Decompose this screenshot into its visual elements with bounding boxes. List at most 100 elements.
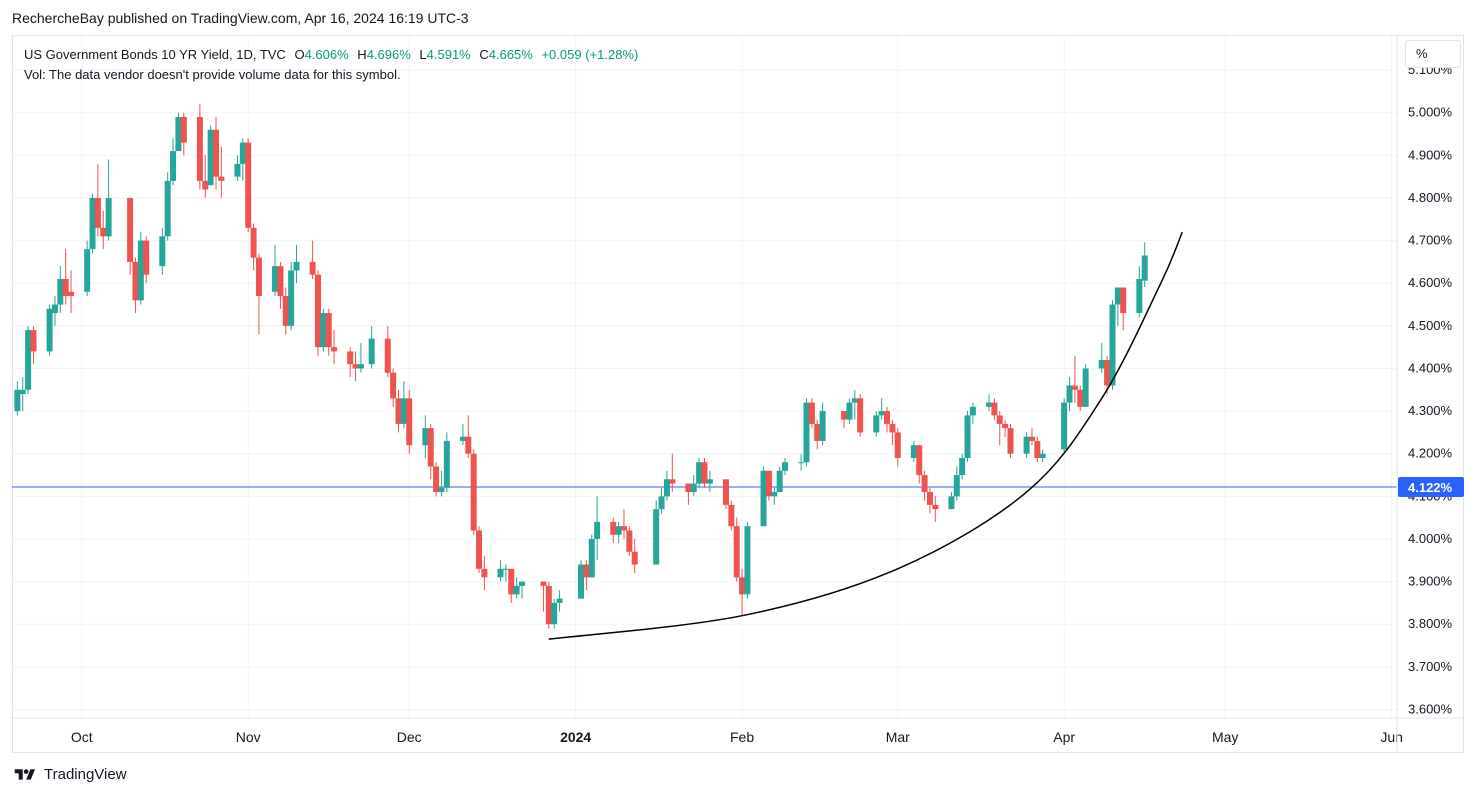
candle-up: [594, 521, 601, 539]
price-unit-button[interactable]: %: [1405, 40, 1461, 68]
time-tick-label: May: [1212, 729, 1238, 745]
candle-down: [814, 423, 821, 441]
candle-up: [159, 236, 166, 267]
candle-up: [1098, 359, 1105, 369]
candle-down: [282, 296, 289, 326]
candle-up: [953, 475, 960, 497]
price-tick-label: 4.700%: [1408, 233, 1453, 248]
candle-down: [406, 398, 413, 446]
price-tick-label: 3.900%: [1408, 574, 1453, 589]
candle-up: [518, 581, 525, 586]
chart-panel[interactable]: [12, 35, 1464, 753]
candle-down: [610, 521, 617, 535]
candle-up: [706, 479, 713, 484]
brand-name: TradingView: [44, 766, 127, 783]
time-tick-label: Jun: [1380, 729, 1403, 745]
candle-down: [1071, 385, 1078, 390]
candle-up: [948, 496, 955, 510]
candle-up: [556, 598, 563, 603]
volume-note: Vol: The data vendor doesn't provide vol…: [24, 67, 401, 82]
candle-down: [631, 551, 638, 565]
candle-down: [255, 257, 262, 297]
candle-up: [851, 398, 858, 403]
candles-layer: [14, 104, 1148, 629]
candle-down: [202, 180, 209, 190]
candle-down: [894, 432, 901, 458]
candle-down: [926, 492, 933, 505]
candle-down: [465, 436, 472, 454]
candle-down: [1120, 287, 1127, 314]
candle-up: [293, 261, 300, 271]
candle-down: [62, 278, 69, 297]
open-label: O: [294, 47, 305, 62]
candle-up: [137, 240, 144, 301]
candle-down: [196, 116, 203, 181]
candle-up: [690, 483, 697, 493]
candle-down: [347, 351, 354, 365]
candle-up: [1114, 287, 1121, 305]
candle-down: [218, 176, 225, 181]
candle-up: [170, 151, 177, 181]
candle-up: [422, 428, 429, 446]
candle-down: [180, 116, 187, 143]
time-tick-label: Mar: [886, 729, 910, 745]
candle-up: [272, 266, 279, 292]
candle-up: [51, 304, 58, 314]
candle-down: [996, 415, 1003, 424]
candle-up: [46, 308, 53, 352]
candle-down: [476, 530, 483, 569]
candle-down: [884, 411, 891, 424]
candle-down: [30, 330, 37, 352]
candle-down: [540, 581, 547, 586]
candle-up: [234, 163, 241, 177]
candle-down: [127, 197, 134, 262]
candle-down: [728, 504, 735, 527]
candle-down: [545, 585, 552, 625]
time-tick-label: 2024: [560, 729, 591, 745]
candle-up: [497, 568, 504, 578]
price-tick-label: 3.700%: [1408, 659, 1453, 674]
candle-up: [443, 440, 450, 488]
candle-down: [384, 338, 391, 373]
candle-up: [175, 116, 182, 152]
candle-up: [164, 180, 171, 237]
price-tick-label: 4.600%: [1408, 275, 1453, 290]
candle-up: [658, 496, 665, 510]
candle-up: [964, 415, 971, 458]
candle-up: [239, 142, 246, 164]
candle-down: [325, 313, 332, 348]
candle-up: [696, 462, 703, 484]
candle-down: [765, 470, 772, 497]
price-tick-label: 3.600%: [1408, 701, 1453, 716]
candle-down: [143, 240, 150, 275]
candle-up: [1039, 453, 1046, 458]
candle-down: [1077, 389, 1084, 407]
candle-up: [1082, 368, 1089, 407]
open-value: 4.606%: [304, 47, 349, 62]
candle-down: [991, 402, 998, 416]
candle-down: [331, 347, 338, 352]
candle-up: [1141, 255, 1148, 281]
candle-down: [722, 479, 729, 505]
candle-up: [771, 492, 778, 497]
candle-up: [910, 445, 917, 458]
candle-up: [798, 462, 805, 464]
candle-up: [502, 568, 509, 570]
candle-down: [932, 504, 939, 510]
time-tick-label: Oct: [71, 729, 93, 745]
candle-up: [357, 364, 364, 369]
candle-down: [739, 577, 746, 595]
grid-lines: [12, 36, 1397, 718]
high-label: H: [357, 47, 367, 62]
candle-down: [352, 364, 359, 369]
close-value: 4.665%: [488, 47, 533, 62]
candle-down: [277, 266, 284, 297]
candle-down: [669, 479, 676, 484]
candle-up: [1066, 385, 1073, 403]
candle-down: [100, 227, 107, 237]
unit-label: %: [1416, 46, 1428, 61]
candle-up: [551, 602, 558, 625]
candle-down: [733, 526, 740, 578]
axes-layer: 3.600%3.700%3.800%3.900%4.000%4.100%4.20…: [12, 36, 1464, 752]
